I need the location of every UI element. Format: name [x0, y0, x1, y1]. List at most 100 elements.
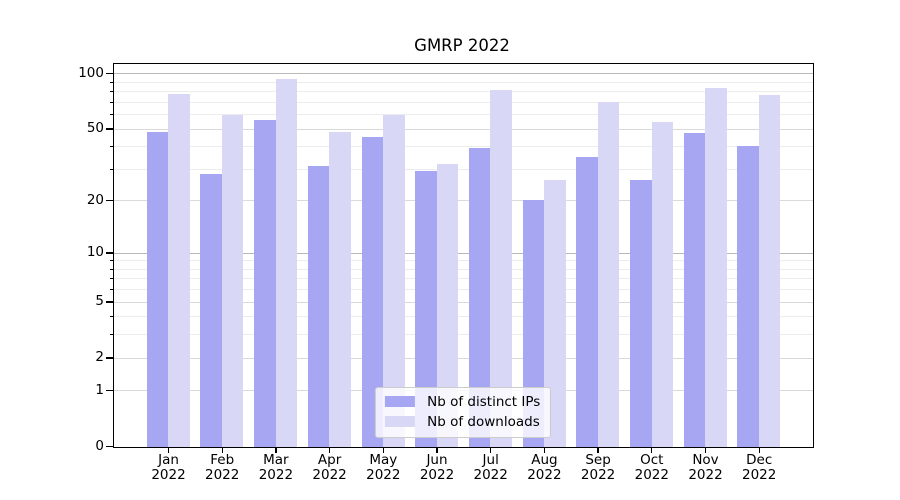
gridline-10: [113, 252, 813, 254]
bar-nb-of-downloads-jun: [436, 163, 459, 447]
gridline-minor-6: [113, 289, 813, 291]
x-tick-label-jul: Jul 2022: [461, 451, 521, 484]
bar-nb-of-downloads-sep: [597, 101, 620, 447]
gridline-minor-80: [113, 91, 813, 93]
legend-label-downloads: Nb of downloads: [427, 413, 540, 430]
legend-item-distinct-ips: Nb of distinct IPs: [385, 394, 540, 410]
y-tick-label-20: 20: [86, 192, 104, 209]
gridline-minor-7: [113, 278, 813, 280]
y-tick-100: [106, 72, 113, 75]
y-tick-10: [106, 252, 113, 254]
x-tick-label-month-dec: Dec: [746, 451, 773, 468]
x-tick-label-oct: Oct 2022: [622, 451, 682, 484]
x-tick-label-month-apr: Apr: [317, 451, 342, 468]
bar-nb-of-distinct-ips-apr: [307, 166, 330, 447]
x-tick-jan: [167, 448, 170, 453]
x-tick-label-year-jan: 2022: [151, 467, 186, 483]
bar-nb-of-downloads-apr: [329, 131, 351, 447]
x-tick-label-month-jul: Jul: [482, 451, 499, 468]
x-tick-label-month-may: May: [369, 451, 398, 468]
gridline-minor-60: [113, 114, 813, 116]
gridline-minor-3: [113, 334, 813, 336]
y-tick-50: [106, 128, 113, 130]
legend: Nb of distinct IPs Nb of downloads: [375, 386, 552, 438]
x-tick-label-month-nov: Nov: [692, 451, 719, 468]
x-tick-label-year-apr: 2022: [312, 467, 347, 483]
bar-nb-of-downloads-feb: [221, 115, 244, 447]
x-tick-label-aug: Aug 2022: [514, 451, 574, 484]
y-minor-tick-9: [109, 260, 113, 262]
gridline-100: [113, 73, 813, 75]
legend-swatch-downloads: [385, 416, 416, 427]
bar-nb-of-downloads-mar: [275, 79, 298, 447]
bar-nb-of-downloads-dec: [758, 95, 781, 447]
legend-label-distinct-ips: Nb of distinct IPs: [427, 393, 541, 410]
bar-nb-of-downloads-oct: [651, 122, 673, 447]
x-tick-label-year-jul: 2022: [473, 467, 508, 483]
y-tick-1: [106, 390, 113, 392]
y-minor-tick-90: [109, 81, 113, 83]
bar-nb-of-distinct-ips-aug: [522, 200, 545, 447]
gridline-20: [113, 200, 813, 202]
x-tick-label-feb: Feb 2022: [192, 452, 252, 484]
bar-nb-of-downloads-nov: [705, 88, 727, 447]
y-minor-tick-70: [109, 101, 113, 103]
gridline-minor-8: [113, 268, 813, 270]
x-tick-label-year-oct: 2022: [634, 467, 669, 483]
y-minor-tick-7: [109, 278, 113, 280]
bar-nb-of-distinct-ips-jan: [146, 131, 169, 447]
x-tick-label-year-aug: 2022: [527, 467, 562, 483]
bar-nb-of-distinct-ips-mar: [254, 119, 276, 447]
bar-nb-of-distinct-ips-jul: [468, 148, 491, 447]
chart-title: GMRP 2022: [414, 36, 510, 55]
x-tick-label-year-may: 2022: [366, 467, 401, 483]
legend-item-downloads: Nb of downloads: [385, 414, 540, 430]
bar-nb-of-distinct-ips-oct: [630, 179, 652, 447]
x-tick-label-month-jan: Jan: [158, 451, 179, 468]
y-tick-label-0: 0: [95, 438, 104, 455]
y-minor-tick-4: [109, 316, 113, 318]
y-tick-2: [106, 357, 113, 359]
plot-area: Nb of distinct IPs Nb of downloads: [112, 62, 814, 448]
y-tick-label-1: 1: [95, 382, 104, 399]
bar-nb-of-distinct-ips-sep: [576, 156, 598, 447]
x-tick-jul: [490, 448, 492, 453]
gridline-minor-90: [113, 81, 813, 83]
x-tick-aug: [543, 448, 546, 453]
y-tick-20: [106, 200, 113, 202]
x-tick-label-month-mar: Mar: [263, 451, 289, 468]
x-tick-sep: [597, 448, 599, 453]
y-minor-tick-80: [109, 90, 113, 92]
y-tick-label-10: 10: [86, 244, 104, 261]
gridline-50: [113, 128, 813, 130]
y-minor-tick-6: [109, 288, 113, 290]
x-tick-label-year-jun: 2022: [419, 467, 455, 483]
gridline-2: [113, 357, 813, 359]
x-tick-label-year-feb: 2022: [205, 467, 240, 483]
x-tick-label-jan: Jan 2022: [139, 451, 199, 484]
legend-swatch-distinct-ips: [385, 396, 416, 407]
x-tick-label-month-sep: Sep: [585, 451, 611, 468]
y-minor-tick-40: [109, 145, 113, 147]
x-tick-label-apr: Apr 2022: [300, 451, 360, 484]
bar-nb-of-distinct-ips-may: [361, 136, 383, 447]
x-tick-feb: [221, 448, 223, 453]
x-tick-label-month-aug: Aug: [531, 451, 558, 468]
y-minor-tick-3: [109, 334, 113, 336]
y-tick-label-5: 5: [95, 293, 104, 310]
gridline-minor-40: [113, 146, 813, 148]
x-tick-label-nov: Nov 2022: [676, 451, 736, 484]
bar-nb-of-downloads-may: [383, 115, 405, 447]
y-minor-tick-30: [109, 168, 113, 170]
x-tick-label-dec: Dec 2022: [729, 451, 789, 484]
bar-nb-of-distinct-ips-nov: [683, 133, 706, 447]
x-tick-label-year-dec: 2022: [742, 467, 777, 483]
bar-nb-of-downloads-jul: [490, 90, 512, 447]
gridline-minor-30: [113, 168, 813, 170]
x-tick-label-month-oct: Oct: [640, 451, 664, 468]
gridline-minor-70: [113, 101, 813, 103]
x-tick-label-may: May 2022: [353, 451, 413, 484]
y-tick-0: [106, 446, 113, 448]
x-tick-label-jun: Jun 2022: [407, 452, 467, 484]
